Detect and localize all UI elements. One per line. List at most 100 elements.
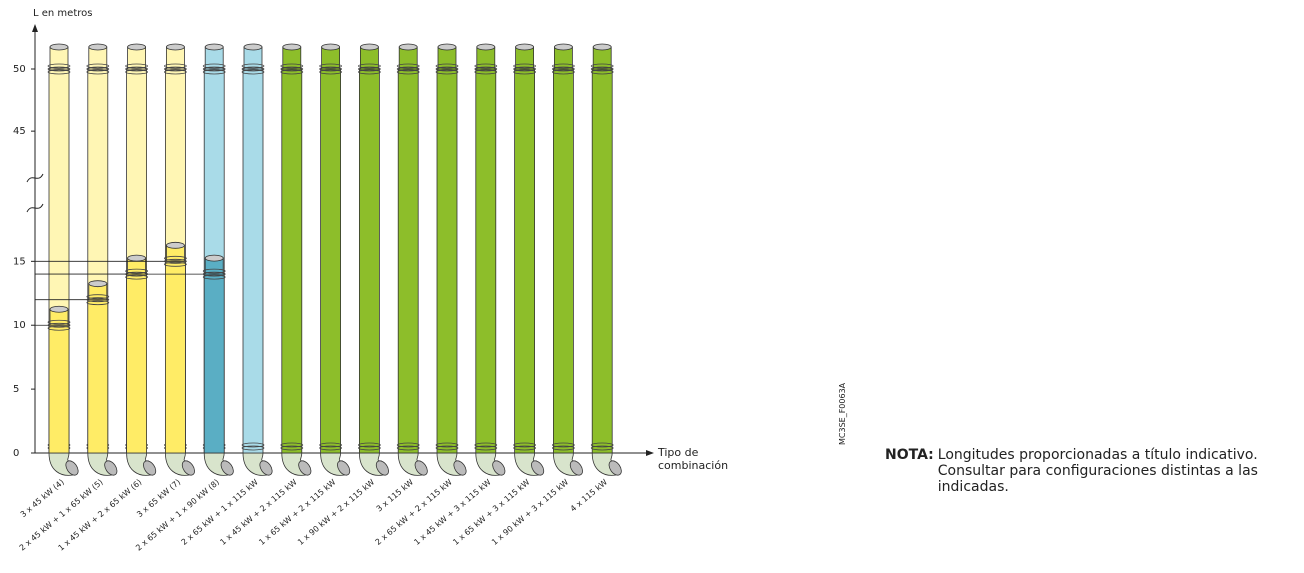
y-tick-label: 15 <box>13 256 26 267</box>
pipe-end <box>492 460 506 476</box>
pipe-end <box>569 460 583 476</box>
pipe-ring <box>280 69 304 75</box>
note-label: NOTA: <box>885 447 934 463</box>
x-tick-label: 1 x 45 kW + 2 x 65 kW (6) <box>56 478 143 553</box>
pipe-ring <box>513 69 536 75</box>
y-axis-arrow <box>32 24 38 32</box>
pipe-segment-top <box>165 241 185 249</box>
pipe <box>357 43 389 476</box>
pipe-ring <box>474 66 498 72</box>
pipe-segment-top <box>127 254 147 262</box>
pipe-ring <box>280 445 304 451</box>
pipe-ring <box>86 63 110 69</box>
axis-break <box>26 203 44 213</box>
pipe-ring <box>590 63 614 69</box>
pipe-top <box>204 43 224 51</box>
pipe-ring <box>552 63 575 69</box>
pipe <box>513 43 545 476</box>
pipe-end <box>453 460 467 476</box>
pipe-ring <box>435 69 459 75</box>
pipe-ring <box>86 66 110 72</box>
pipe-ring <box>163 66 187 72</box>
pipe-ring <box>552 442 575 448</box>
pipe-ring <box>474 69 498 75</box>
pipe-ring <box>319 445 343 451</box>
x-tick-label: 1 x 45 kW + 2 x 115 kW <box>218 477 298 546</box>
axis-break <box>26 173 44 183</box>
pipe-ring <box>513 63 536 69</box>
pipe-ring <box>202 274 226 280</box>
y-tick-label: 50 <box>13 64 26 75</box>
y-axis-label: L en metros <box>33 8 92 19</box>
pipe-ring <box>474 442 498 448</box>
pipe <box>280 43 312 476</box>
pipe-body <box>242 68 264 454</box>
pipe-ring <box>357 445 381 451</box>
pipe-end <box>181 460 195 476</box>
pipe-ring <box>435 66 459 72</box>
pipe-segment-top <box>88 280 108 288</box>
pipe-ring <box>552 445 575 451</box>
pipe-ring <box>86 294 110 300</box>
pipe-end <box>531 460 545 476</box>
figure-code: MC3SE_F0063A <box>838 382 847 445</box>
pipe-top <box>554 43 573 51</box>
pipe-ring <box>590 445 614 451</box>
pipe-body <box>397 68 419 454</box>
pipe <box>396 43 428 476</box>
pipe <box>35 43 79 476</box>
pipe-ring <box>319 69 343 75</box>
pipe-ring <box>396 63 420 69</box>
pipe-ring <box>552 66 575 72</box>
x-tick-label: 1 x 90 kW + 3 x 115 kW <box>490 477 570 546</box>
pipe-end <box>608 460 622 476</box>
pipe-top <box>592 43 612 51</box>
pipe-ring <box>125 63 149 69</box>
pipe-end <box>65 460 79 476</box>
pipe-ring <box>202 69 226 75</box>
y-tick-label: 45 <box>13 126 26 137</box>
pipe-segment-top <box>204 254 224 262</box>
pipe-ring <box>280 63 304 69</box>
pipe-ring <box>163 255 187 261</box>
pipe-body <box>281 68 303 454</box>
pipe-ring <box>435 63 459 69</box>
pipe-ring <box>241 63 265 69</box>
note: NOTA: Longitudes proporcionadas a título … <box>885 447 1295 495</box>
pipe-ring <box>357 63 381 69</box>
x-tick-label: 2 x 65 kW + 2 x 115 kW <box>374 477 454 546</box>
pipe-top <box>515 43 534 51</box>
pipe-body <box>358 68 380 454</box>
pipe-ring <box>396 69 420 75</box>
pipe <box>474 43 506 476</box>
pipe-ring <box>241 66 265 72</box>
x-tick-label: 1 x 65 kW + 3 x 115 kW <box>451 477 531 546</box>
pipe <box>435 43 467 476</box>
pipe-top <box>282 43 302 51</box>
note-text: Longitudes proporcionadas a título indic… <box>937 447 1258 495</box>
pipe-ring <box>590 442 614 448</box>
pipe-body <box>475 68 497 454</box>
pipe-ring <box>47 325 71 331</box>
pipe-end <box>298 460 312 476</box>
pipe-ring <box>396 66 420 72</box>
pipe-ring <box>396 442 420 448</box>
pipe-end <box>259 460 273 476</box>
pipe-ring <box>202 63 226 69</box>
pipe-top <box>49 43 69 51</box>
pipe-ring <box>319 63 343 69</box>
pipe-body <box>320 68 342 454</box>
pipe-ring <box>241 69 265 75</box>
x-axis-arrow <box>646 450 654 456</box>
pipe-ring <box>280 66 304 72</box>
pipe-end <box>143 460 157 476</box>
pipe-ring <box>125 66 149 72</box>
pipe-ring <box>86 69 110 75</box>
pipe-ring <box>357 442 381 448</box>
pipe-top <box>437 43 457 51</box>
pipe-body <box>436 68 458 454</box>
x-tick-label: 1 x 90 kW + 2 x 115 kW <box>296 477 376 546</box>
pipe-top <box>88 43 108 51</box>
